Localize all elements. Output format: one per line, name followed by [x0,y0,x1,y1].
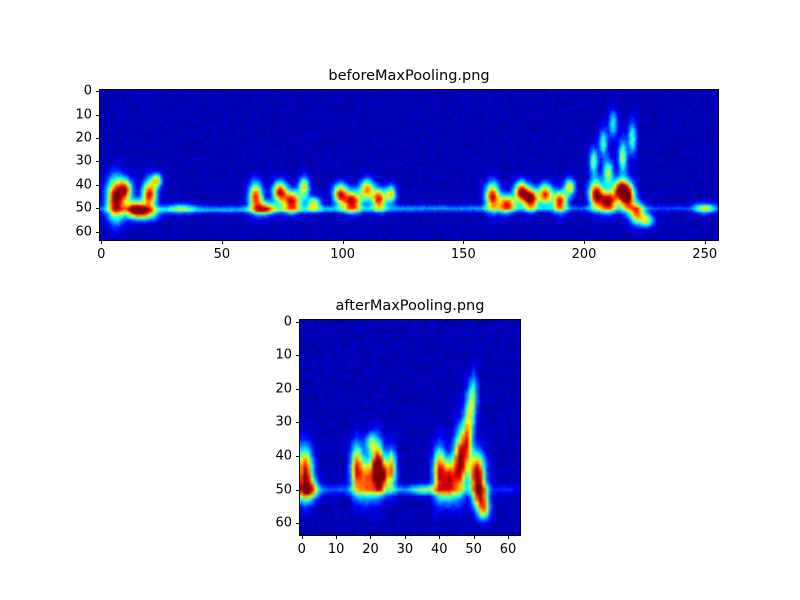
x-tick-label: 200 [571,247,597,262]
x-tick-mark [439,535,441,539]
x-tick-mark [101,240,103,244]
x-tick-label: 150 [450,247,476,262]
x-tick-mark [463,240,465,244]
y-tick-label: 40 [75,177,92,193]
x-tick-label: 50 [465,542,482,557]
y-tick-label: 60 [75,224,92,240]
x-tick-label: 20 [362,542,379,557]
y-tick-mark [96,114,100,116]
after-heatmap-image [299,319,521,536]
x-tick-mark [473,535,475,539]
y-tick-label: 10 [75,107,92,123]
y-tick-mark [296,523,300,525]
x-tick-mark [301,535,303,539]
plot-title-after: afterMaxPooling.png [335,298,485,314]
x-tick-label: 250 [692,247,718,262]
before-maxpooling-plot: beforeMaxPooling.png 0 50 100 150 200 250 0 10 2… [75,68,719,262]
y-tick-mark [96,138,100,140]
before-heatmap-image [99,89,719,241]
x-tick-mark [336,535,338,539]
y-tick-mark [296,388,300,390]
y-tick-mark [96,184,100,186]
y-tick-label: 50 [75,200,92,216]
y-tick-label: 0 [283,314,292,330]
x-tick-label: 30 [396,542,414,557]
y-tick-label: 20 [275,381,292,397]
y-tick-mark [296,489,300,491]
y-tick-mark [296,321,300,323]
y-tick-mark [96,91,100,93]
y-tick-mark [96,208,100,210]
x-tick-mark [370,535,372,539]
x-tick-mark [704,240,706,244]
x-tick-mark [221,240,223,244]
y-tick-mark [296,422,300,424]
x-tick-label: 10 [327,542,345,557]
x-tick-mark [342,240,344,244]
y-tick-label: 30 [275,414,292,430]
x-tick-label: 0 [297,542,306,557]
plot-title-before: beforeMaxPooling.png [328,68,490,84]
x-tick-mark [507,535,509,539]
y-tick-label: 10 [275,347,292,363]
x-tick-label: 100 [330,247,356,262]
x-tick-label: 50 [213,247,231,262]
x-tick-label: 60 [499,542,517,557]
y-tick-label: 30 [75,153,92,169]
after-maxpooling-plot: afterMaxPooling.png 0 10 20 30 40 50 60 0 10 20 30… [275,298,521,557]
y-tick-mark [96,231,100,233]
y-tick-label: 40 [275,448,292,464]
x-tick-label: 40 [430,542,448,557]
y-tick-label: 20 [75,130,92,146]
y-tick-label: 0 [83,83,92,99]
y-tick-label: 50 [275,482,292,498]
x-tick-mark [404,535,406,539]
y-tick-mark [296,456,300,458]
y-tick-mark [296,355,300,357]
x-tick-label: 0 [97,247,106,262]
y-tick-label: 60 [275,515,292,531]
y-tick-mark [96,161,100,163]
x-tick-mark [584,240,586,244]
